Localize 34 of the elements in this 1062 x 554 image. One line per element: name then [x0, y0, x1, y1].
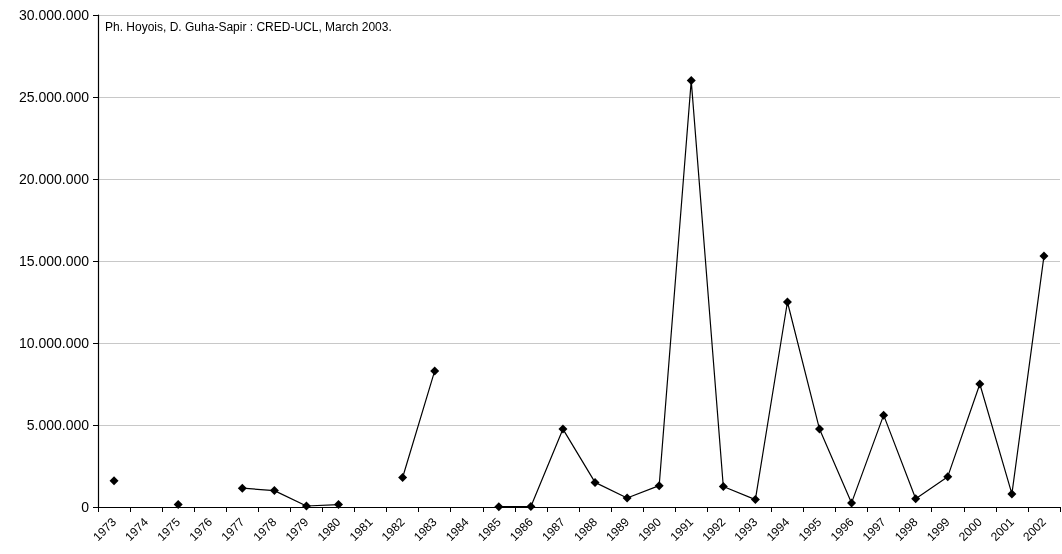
- point: [173, 500, 183, 510]
- y-tick-label: 20.000.000: [18, 171, 90, 187]
- point: [558, 424, 568, 434]
- point: [782, 297, 792, 307]
- y-tick-label: 30.000.000: [18, 7, 90, 23]
- point: [686, 76, 696, 86]
- point: [109, 476, 119, 486]
- point: [911, 494, 921, 504]
- point: [975, 379, 985, 389]
- y-tick-label: 25.000.000: [18, 89, 90, 105]
- point: [847, 498, 857, 508]
- point: [718, 482, 728, 491]
- point: [622, 493, 632, 503]
- point: [301, 501, 311, 511]
- point: [654, 481, 664, 491]
- y-tick-label: 15.000.000: [18, 253, 90, 269]
- point: [269, 486, 279, 496]
- point: [430, 366, 440, 376]
- point: [398, 472, 408, 482]
- point: [590, 477, 600, 487]
- point: [237, 483, 247, 493]
- point: [815, 424, 824, 434]
- y-tick-label: 10.000.000: [18, 335, 90, 351]
- annotation: Ph. Hoyois, D. Guha-Sapir : CRED-UCL, March 2003.: [105, 20, 392, 34]
- y-tick-label: 0: [81, 499, 90, 515]
- point: [526, 502, 536, 512]
- point: [750, 495, 760, 505]
- point: [1039, 251, 1049, 261]
- point: [1007, 489, 1017, 499]
- point: [334, 500, 343, 510]
- point: [879, 410, 889, 420]
- point: [943, 472, 953, 482]
- y-tick-label: 5.000.000: [26, 417, 90, 433]
- point: [494, 502, 504, 512]
